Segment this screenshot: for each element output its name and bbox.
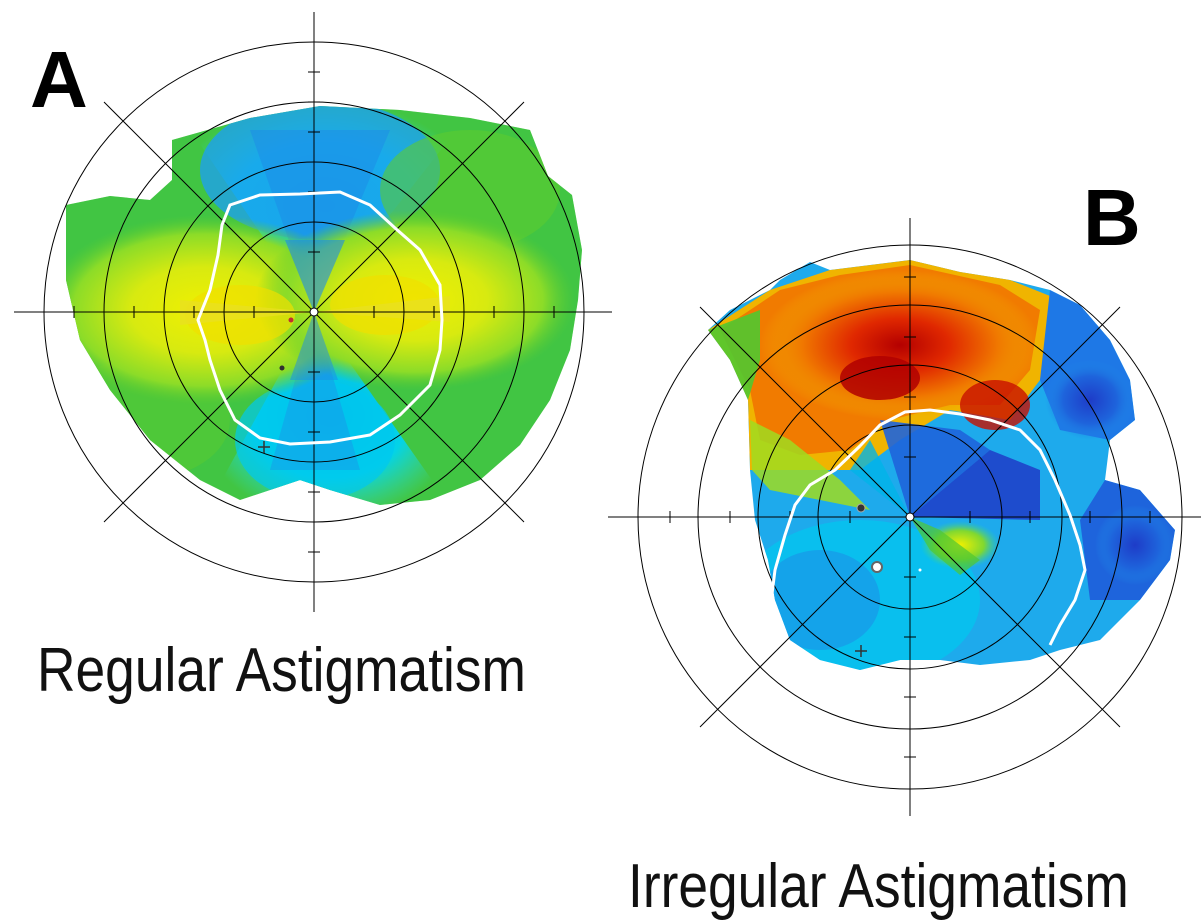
panel-b-caption: Irregular Astigmatism — [628, 852, 1129, 921]
panel-b-contour — [766, 408, 1087, 646]
panel-a-ticks — [73, 71, 555, 553]
panel-a-label: A — [30, 35, 88, 124]
panel-b-map — [608, 218, 1201, 816]
panel-b-label: B — [1083, 173, 1141, 262]
panel-a-markers — [258, 307, 319, 453]
panel-a-map — [14, 12, 612, 612]
panel-a-contour — [196, 190, 444, 446]
panel-b-colormap — [708, 260, 1175, 670]
panel-a-colormap — [66, 106, 582, 505]
panel-b-markers — [855, 503, 922, 657]
panel-a-caption: Regular Astigmatism — [37, 636, 526, 705]
